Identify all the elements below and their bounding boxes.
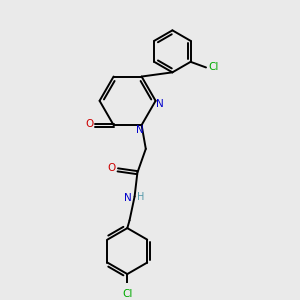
Text: N: N	[156, 99, 164, 109]
Text: Cl: Cl	[122, 289, 133, 299]
Text: O: O	[107, 163, 116, 172]
Text: N: N	[124, 193, 131, 203]
Text: N: N	[136, 125, 144, 135]
Text: H: H	[137, 192, 144, 202]
Text: Cl: Cl	[209, 62, 219, 72]
Text: O: O	[86, 119, 94, 129]
